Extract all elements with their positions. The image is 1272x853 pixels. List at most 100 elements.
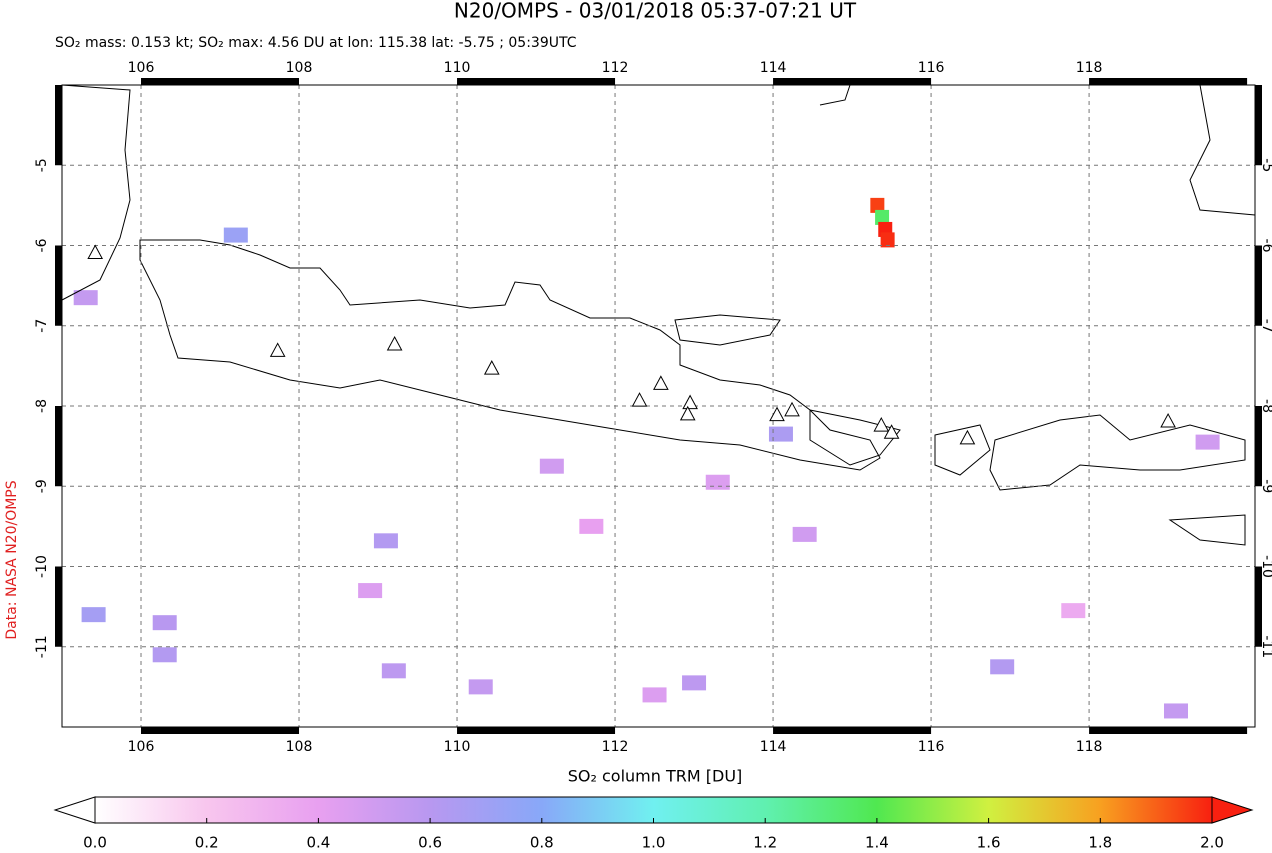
y-tick-label: -8 (34, 399, 50, 413)
y-tick-label: -5 (1259, 158, 1272, 172)
so2-pixel (642, 687, 667, 703)
volcano (483, 360, 500, 375)
y-tick-label: -10 (34, 555, 50, 578)
so2-pixel (381, 663, 406, 679)
x-tick-label: 106 (128, 60, 155, 76)
frame-bar (773, 78, 932, 85)
so2-pixel (1163, 703, 1188, 719)
frame-bar (1089, 727, 1248, 734)
coastline (819, 84, 851, 106)
so2-pixel (792, 526, 817, 542)
so2-pixel (81, 607, 106, 623)
colorbar-tick-label: 0.4 (306, 834, 330, 852)
so2-pixel (539, 458, 564, 474)
so2-pixel (468, 679, 493, 695)
frame-bar (55, 566, 62, 647)
y-tick-label: -6 (1259, 239, 1272, 253)
volcano (679, 405, 696, 421)
volcano (1160, 412, 1176, 428)
x-tick-label: 118 (1076, 739, 1103, 755)
so2-pixel (223, 227, 248, 243)
so2-pixel (875, 209, 890, 225)
colorbar-tick-label: 0.2 (195, 834, 219, 852)
volcano (769, 406, 785, 422)
x-tick-label: 108 (286, 60, 313, 76)
y-tick-label: -8 (1259, 399, 1272, 413)
colorbar-label: SO₂ column TRM [DU] (568, 767, 743, 786)
volcano (873, 417, 890, 432)
x-tick-label: 108 (286, 739, 313, 755)
colorbar-extend-high (1211, 796, 1254, 824)
volcano (269, 342, 286, 357)
subtitle: SO₂ mass: 0.153 kt; SO₂ max: 4.56 DU at … (55, 35, 577, 51)
so2-pixel (152, 615, 177, 631)
colorbar-tick-label: 2.0 (1200, 834, 1224, 852)
colorbar-tick-label: 0.6 (418, 834, 442, 852)
colorbar-tick-label: 1.2 (753, 834, 777, 852)
so2-pixel (579, 518, 604, 534)
x-tick-label: 112 (602, 739, 629, 755)
colorbar: 0.0 0.2 0.4 0.6 0.8 1.0 1.2 1.4 1.6 1.8 2.0 (53, 796, 1254, 852)
volcano (87, 244, 104, 260)
coastline (139, 239, 881, 471)
frame-bar (1089, 78, 1248, 85)
frame-bar (141, 727, 300, 734)
x-tick-label: 118 (1076, 60, 1103, 76)
frame-bar (55, 85, 62, 166)
y-tick-label: -7 (1259, 319, 1272, 333)
coastline (934, 424, 991, 476)
x-tick-label: 116 (918, 739, 945, 755)
so2-layer (73, 197, 1220, 719)
frame-bar (1255, 566, 1262, 647)
coastline (809, 409, 901, 466)
so2-pixel (682, 675, 707, 691)
so2-pixel (1061, 603, 1086, 619)
frame-bar (1255, 85, 1262, 166)
so2-pixel (768, 426, 793, 442)
frame-bar (457, 78, 616, 85)
x-tick-label: 110 (444, 739, 471, 755)
axes: 106 106 108 108 110 110 112 112 114 114 116 116 118 1… (34, 60, 1272, 755)
y-tick-label: -7 (34, 319, 50, 333)
frame-bar (1255, 245, 1262, 326)
colorbar-tick-label: 0.8 (530, 834, 554, 852)
chart-title: N20/OMPS - 03/01/2018 05:37-07:21 UT (454, 0, 857, 23)
x-tick-label: 110 (444, 60, 471, 76)
colorbar-tick-label: 0.0 (83, 834, 107, 852)
y-tick-label: -5 (34, 158, 50, 172)
x-tick-label: 114 (760, 60, 787, 76)
coastline (674, 314, 781, 346)
y-tick-label: -9 (34, 479, 50, 493)
so2-pixel (1195, 434, 1220, 450)
colorbar-extend-low (53, 796, 96, 824)
colorbar-tick-label: 1.0 (642, 834, 666, 852)
side-note: Data: NASA N20/OMPS (4, 480, 20, 639)
frame-bar (55, 406, 62, 487)
frame-bar (457, 727, 616, 734)
volcano (883, 424, 900, 439)
coastline (1189, 84, 1256, 216)
x-tick-label: 114 (760, 739, 787, 755)
coastlines (61, 84, 1256, 546)
volcano (784, 401, 800, 417)
so2-pixel (870, 197, 885, 213)
so2-pixel (358, 583, 383, 599)
frame-bar (1255, 406, 1262, 487)
frame-bar (55, 245, 62, 326)
so2-pixel (73, 290, 98, 306)
so2-pixel (705, 474, 730, 490)
volcano (682, 394, 698, 410)
volcano (653, 375, 669, 390)
coastline (1168, 514, 1246, 546)
coastline (989, 414, 1246, 491)
y-tick-label: -9 (1259, 479, 1272, 493)
volcano (959, 429, 976, 445)
colorbar-tick-label: 1.6 (977, 834, 1001, 852)
x-tick-label: 112 (602, 60, 629, 76)
frame-bar (773, 727, 932, 734)
x-tick-label: 106 (128, 739, 155, 755)
y-tick-label: -10 (1259, 555, 1272, 578)
colorbar-tick-label: 1.8 (1088, 834, 1112, 852)
y-tick-label: -6 (34, 238, 50, 252)
